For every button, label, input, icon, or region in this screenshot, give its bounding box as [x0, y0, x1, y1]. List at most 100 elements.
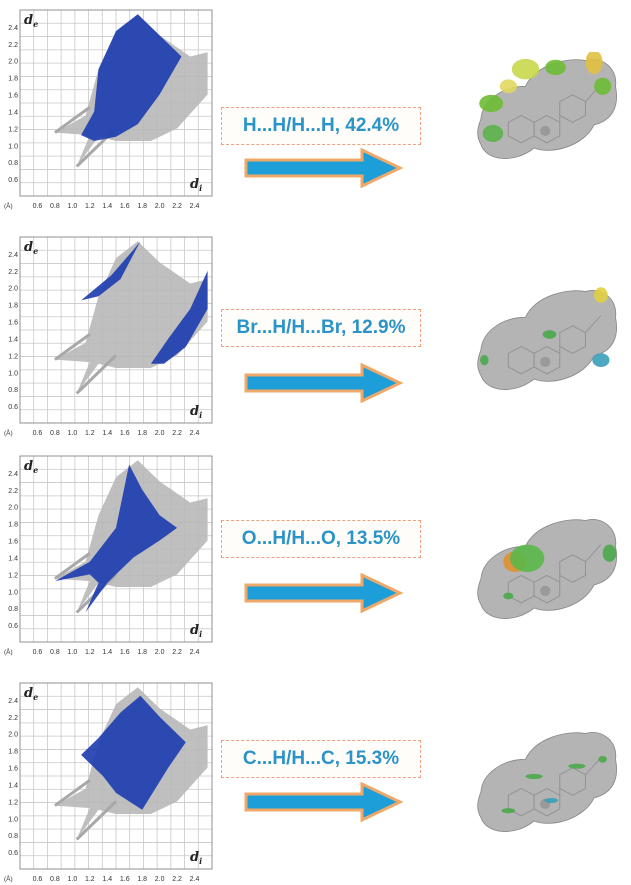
x-tick-label: 1.4 [102, 430, 112, 437]
y-tick-label: 0.6 [8, 623, 18, 630]
y-tick-label: 2.4 [8, 252, 18, 259]
x-tick-label: 2.2 [172, 649, 182, 656]
hirshfeld-surface-icon [477, 52, 617, 159]
y-tick-label: 1.0 [8, 816, 18, 823]
atom [540, 585, 551, 596]
y-tick-label: 1.6 [8, 93, 18, 100]
y-tick-label: 1.0 [8, 370, 18, 377]
y-tick-label: 1.4 [8, 109, 18, 116]
x-tick-label: 1.8 [137, 430, 147, 437]
y-tick-label: 1.0 [8, 589, 18, 596]
y-tick-label: 2.4 [8, 471, 18, 478]
atom [540, 125, 551, 136]
x-tick-label: 1.2 [85, 430, 95, 437]
y-tick-label: 0.8 [8, 606, 18, 613]
axis-label-di: di [190, 850, 202, 866]
contact-spot [479, 94, 504, 112]
background-tail [54, 779, 91, 807]
y-tick-label: 1.4 [8, 336, 18, 343]
x-tick-label: 1.8 [137, 203, 147, 210]
contact-spot [501, 808, 516, 814]
panel-brh: 2.4 2.2 2.0 1.8 1.6 1.4 1.2 1.0 0.8 0.6 0.6 0.8 1.0 1… [0, 227, 631, 445]
contact-spot [542, 330, 557, 339]
contact-spot [480, 355, 489, 366]
panel-oh: 2.4 2.2 2.0 1.8 1.6 1.4 1.2 1.0 0.8 0.6 0.6 0.8 1.0 1… [0, 446, 631, 664]
molecular-surface [477, 519, 617, 619]
x-tick-label: 2.4 [190, 649, 200, 656]
y-tick-label: 0.6 [8, 850, 18, 857]
y-tick-label: 1.4 [8, 555, 18, 562]
x-tick-label: 1.8 [137, 649, 147, 656]
x-tick-label: 2.2 [172, 876, 182, 883]
y-tick-label: 1.0 [8, 143, 18, 150]
contact-label: C...H/H...C, 15.3% [242, 748, 400, 769]
y-tick-label: 1.2 [8, 799, 18, 806]
x-tick-label: 1.2 [85, 203, 95, 210]
x-tick-label: 2.0 [155, 876, 165, 883]
x-tick-label: 2.0 [155, 649, 165, 656]
highlight-points [81, 695, 186, 810]
y-tick-label: 2.2 [8, 42, 18, 49]
contact-spot [594, 287, 608, 303]
y-tick-label: 0.6 [8, 404, 18, 411]
contact-spot [602, 544, 617, 562]
contact-label: H...H/H...H, 42.4% [242, 115, 400, 136]
x-tick-label: 1.4 [102, 203, 112, 210]
hirshfeld-surface-icon [477, 732, 617, 832]
y-tick-label: 1.2 [8, 572, 18, 579]
fingerprint-plot-hh: 2.4 2.2 2.0 1.8 1.6 1.4 1.2 1.0 0.8 0.6 0.6 0.8 1.0 1… [4, 9, 213, 210]
x-tick-label: 2.4 [190, 203, 200, 210]
axis-unit: (Å) [4, 647, 13, 656]
y-tick-label: 0.8 [8, 160, 18, 167]
y-tick-label: 2.2 [8, 715, 18, 722]
contact-spot [499, 79, 517, 94]
y-tick-label: 1.8 [8, 303, 18, 310]
background-tail [54, 552, 91, 580]
contact-spot [592, 353, 610, 367]
contact-label: Br...H/H...Br, 12.9% [236, 317, 406, 338]
fingerprint-plot-oh: 2.4 2.2 2.0 1.8 1.6 1.4 1.2 1.0 0.8 0.6 0.6 0.8 1.0 1… [4, 455, 213, 656]
x-tick-label: 0.6 [33, 649, 43, 656]
molecule-skeleton [507, 315, 602, 375]
contact-label-box: H...H/H...H, 42.4% [221, 107, 421, 145]
x-tick-label: 2.2 [172, 203, 182, 210]
background-tail [54, 106, 91, 134]
y-tick-label: 0.8 [8, 833, 18, 840]
axis-label-di: di [190, 404, 202, 420]
hirshfeld-surface-icon [477, 287, 617, 390]
x-tick-label: 0.6 [33, 430, 43, 437]
axis-unit: (Å) [4, 428, 13, 437]
x-tick-label: 0.8 [50, 876, 60, 883]
y-tick-label: 1.6 [8, 539, 18, 546]
contact-spot [598, 755, 607, 763]
x-tick-label: 1.2 [85, 876, 95, 883]
contact-spot [525, 773, 543, 779]
fingerprint-plot-ch: 2.4 2.2 2.0 1.8 1.6 1.4 1.2 1.0 0.8 0.6 0.6 0.8 1.0 1… [4, 682, 213, 883]
molecular-surface [477, 59, 617, 159]
atom [540, 356, 551, 367]
x-tick-label: 0.8 [50, 203, 60, 210]
y-tick-label: 2.0 [8, 732, 18, 739]
fingerprint-plot-brh: 2.4 2.2 2.0 1.8 1.6 1.4 1.2 1.0 0.8 0.6 0.6 0.8 1.0 1… [4, 236, 213, 437]
right-arrow-icon [244, 363, 404, 403]
x-tick-label: 1.4 [102, 649, 112, 656]
y-tick-label: 2.0 [8, 59, 18, 66]
molecular-surface [477, 732, 617, 832]
molecular-surface [477, 290, 617, 390]
hirshfeld-surface-icon [477, 519, 617, 619]
highlight-points [81, 14, 182, 142]
y-tick-label: 2.2 [8, 269, 18, 276]
x-tick-label: 2.0 [155, 203, 165, 210]
x-tick-label: 2.2 [172, 430, 182, 437]
axis-unit: (Å) [4, 201, 13, 210]
contact-label-box: O...H/H...O, 13.5% [221, 520, 421, 558]
y-tick-label: 1.8 [8, 522, 18, 529]
y-tick-label: 1.2 [8, 353, 18, 360]
contact-label-box: Br...H/H...Br, 12.9% [221, 309, 421, 347]
contact-spot [585, 52, 603, 75]
contact-label-box: C...H/H...C, 15.3% [221, 740, 421, 778]
x-tick-label: 1.0 [67, 430, 77, 437]
axis-unit: (Å) [4, 874, 13, 883]
contact-spot [568, 763, 586, 769]
x-tick-label: 1.6 [120, 876, 130, 883]
